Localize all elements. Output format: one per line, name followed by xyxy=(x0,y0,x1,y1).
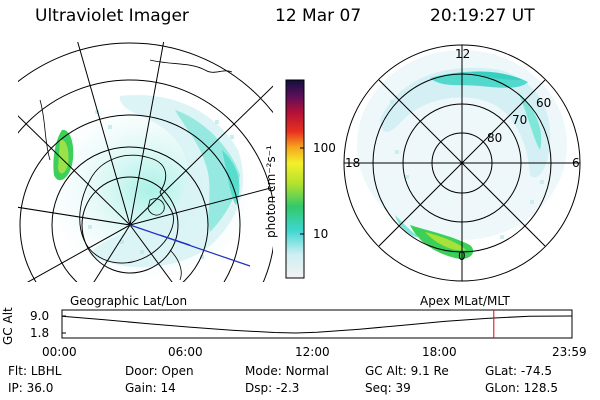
footer-gcalt: GC Alt: 9.1 Re xyxy=(365,364,449,378)
footer-gain: Gain: 14 xyxy=(125,381,176,395)
xtick-1800: 18:00 xyxy=(422,345,457,359)
polar-plot xyxy=(343,44,581,282)
footer-ip: IP: 36.0 xyxy=(8,381,54,395)
footer-dsp: Dsp: -2.3 xyxy=(245,381,300,395)
apex-label: Apex MLat/MLT xyxy=(420,294,510,308)
xtick-0000: 00:00 xyxy=(42,345,77,359)
footer-mode: Mode: Normal xyxy=(245,364,329,378)
footer-glat: GLat: -74.5 xyxy=(485,364,552,378)
time-label: 20:19:27 UT xyxy=(430,6,535,26)
mlt-label-6: 6 xyxy=(572,156,580,170)
altitude-ylabel: GC Alt xyxy=(1,307,15,345)
colorbar xyxy=(285,79,305,279)
lat-label-60: 60 xyxy=(536,96,552,110)
mlt-label-18: 18 xyxy=(345,156,361,170)
footer-glon: GLon: 128.5 xyxy=(485,381,558,395)
altitude-panel xyxy=(61,309,573,339)
geographic-map xyxy=(18,42,273,282)
lat-label-80: 80 xyxy=(487,131,503,145)
colorbar-tick-100: 100 xyxy=(313,141,336,155)
geographic-label: Geographic Lat/Lon xyxy=(70,294,188,308)
mlt-label-0: 0 xyxy=(458,249,466,263)
xtick-0600: 06:00 xyxy=(168,345,203,359)
colorbar-unit-label: photon cm⁻²s⁻¹ xyxy=(264,145,278,238)
instrument-title: Ultraviolet Imager xyxy=(35,6,189,26)
xtick-1200: 12:00 xyxy=(295,345,330,359)
colorbar-tick-10: 10 xyxy=(313,227,329,241)
mlt-label-12: 12 xyxy=(455,47,471,61)
xtick-2359: 23:59 xyxy=(552,345,587,359)
footer-flt: Flt: LBHL xyxy=(8,364,62,378)
footer-seq: Seq: 39 xyxy=(365,381,411,395)
satellite-track xyxy=(129,224,251,267)
altitude-curve xyxy=(61,315,572,334)
footer-door: Door: Open xyxy=(125,364,194,378)
lat-label-70: 70 xyxy=(512,113,528,127)
altitude-ytick-9: 9.0 xyxy=(30,309,50,323)
altitude-ytick-1: 1.8 xyxy=(30,326,50,340)
date-label: 12 Mar 07 xyxy=(275,6,362,26)
